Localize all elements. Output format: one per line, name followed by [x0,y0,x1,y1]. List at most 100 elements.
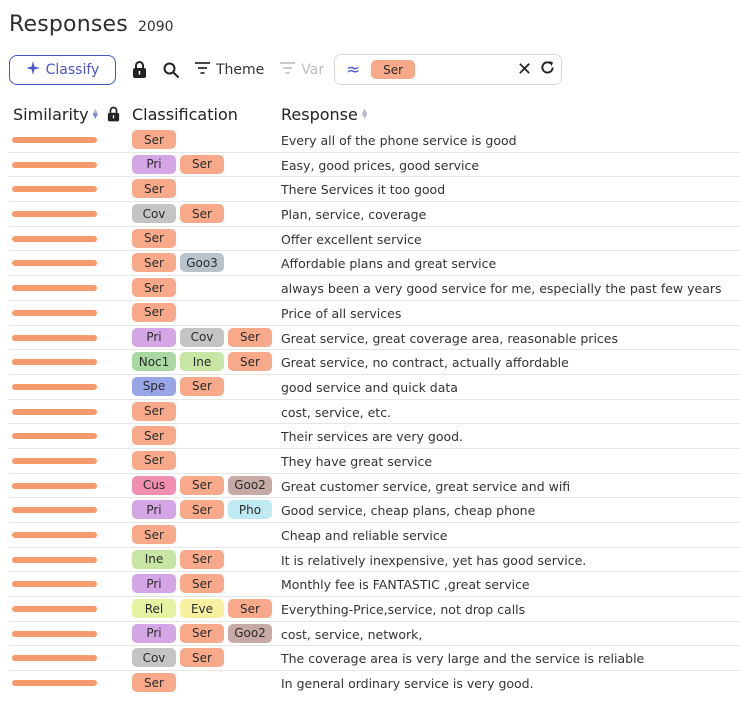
classification-tag[interactable]: Goo2 [228,623,272,643]
lock-icon[interactable] [132,61,147,78]
classification-tag[interactable]: Ser [228,599,272,619]
classification-tag[interactable]: Ser [132,525,176,544]
similarity-bar [12,630,97,637]
table-row[interactable]: Ser Price of all services [9,301,740,326]
response-text: Their services are very good. [281,429,464,445]
classification-tag[interactable]: Pri [132,327,176,347]
classification-tag[interactable]: Goo3 [180,253,224,273]
table-row[interactable]: Ser They have great service [9,449,740,474]
table-row[interactable]: Rel Eve Ser Everything-Price,service, not d… [9,597,740,622]
classification-tag[interactable]: Ser [132,302,176,322]
classification-tag[interactable]: Ser [132,130,176,149]
close-icon[interactable]: ✕ [517,59,533,80]
classification-tag[interactable]: Ser [132,179,176,199]
classification-tag[interactable]: Pri [132,574,176,594]
classification-tag[interactable]: Pri [132,500,176,520]
var-button[interactable]: Var [280,62,324,78]
response-text: Good service, cheap plans, cheap phone [281,503,536,519]
response-text: Every all of the phone service is good [281,133,517,148]
classification-tag[interactable]: Ser [180,154,224,174]
classification-tag[interactable]: Ser [180,623,224,643]
classification-tag[interactable]: Ser [132,426,176,446]
classification-tags: Cus Ser Goo2 [132,475,272,495]
classification-tag[interactable]: Ser [180,376,224,396]
classification-tag[interactable]: Ser [132,673,176,693]
classification-tag[interactable]: Ser [228,352,272,372]
table-row[interactable]: Spe Ser good service and quick data [9,375,740,400]
response-text: Great customer service, great service an… [281,478,571,494]
table-row[interactable]: Noc1 Ine Ser Great service, no contract, ac… [9,350,740,375]
column-header-response[interactable]: Response ▲ ▼ [281,103,367,125]
classification-tag[interactable]: Cus [132,475,176,495]
classification-tags: Cov Ser [132,648,224,668]
classification-tag[interactable]: Pri [132,154,176,174]
classification-header-label: Classification [132,104,238,124]
theme-button[interactable]: Theme [195,62,264,78]
response-text: Great service, great coverage area, reas… [281,330,618,346]
sort-icon[interactable]: ▲ ▼ [361,107,368,120]
classification-tag[interactable]: Pri [132,623,176,643]
classification-tag[interactable]: Ser [180,475,224,495]
table-row[interactable]: Ser Cheap and reliable service [9,523,740,548]
classification-tag[interactable]: Ser [180,500,224,520]
classification-tag[interactable]: Ser [132,253,176,273]
sort-icon[interactable]: ▲ ▼ [92,107,99,120]
response-text: The coverage area is very large and the … [281,651,645,667]
filter-chip[interactable]: Ser [371,60,416,79]
classification-tag[interactable]: Ser [132,228,176,248]
refresh-icon[interactable] [540,60,555,79]
table-row[interactable]: Ine Ser It is relatively inexpensive, yet … [9,548,740,573]
classification-tag[interactable]: Goo2 [228,475,272,495]
similarity-bar [12,433,97,440]
table-row[interactable]: Ser Offer excellent service [9,227,740,252]
classification-tag[interactable]: Eve [180,599,224,619]
similarity-bar [12,211,97,218]
table-row[interactable]: Ser Goo3 Affordable plans and great servic… [9,251,740,277]
table-row[interactable]: Ser Every all of the phone service is goo… [9,128,740,153]
classification-tag[interactable]: Ser [180,648,224,668]
classification-tag[interactable]: Ser [180,549,224,569]
table-row[interactable]: Ser Their services are very good. [9,424,740,449]
classification-tag[interactable]: Ser [180,574,224,594]
responses-table: Ser Every all of the phone service is goo… [9,128,740,696]
page-title: Responses [9,12,128,37]
similarity-filter-box[interactable]: ≈ Ser ✕ [334,54,563,85]
classification-tags: Ser [132,426,176,446]
classification-tag[interactable]: Cov [180,327,224,347]
search-icon[interactable] [163,62,179,78]
classification-tag[interactable]: Ine [132,549,176,569]
table-row[interactable]: Cov Ser Plan, service, coverage [9,202,740,227]
column-header-similarity[interactable]: Similarity ▲ ▼ [13,103,120,125]
classification-tag[interactable]: Ser [132,450,176,470]
table-row[interactable]: Cov Ser The coverage area is very large an… [9,646,740,672]
classification-tag[interactable]: Cov [132,204,176,224]
classification-tag[interactable]: Ser [132,401,176,421]
column-header-classification: Classification [132,103,238,125]
classification-tag[interactable]: Spe [132,376,176,396]
table-row[interactable]: Ser In general ordinary service is very g… [9,671,740,696]
table-row[interactable]: Pri Ser Easy, good prices, good service [9,153,740,178]
table-row[interactable]: Ser cost, service, etc. [9,400,740,425]
classification-tag[interactable]: Ine [180,352,224,372]
table-row[interactable]: Pri Ser Pho Good service, cheap plans, chea… [9,498,740,523]
classification-tag[interactable]: Ser [180,204,224,224]
table-row[interactable]: Ser always been a very good service for m… [9,276,740,301]
lock-icon[interactable] [107,106,120,122]
table-row[interactable]: Pri Ser Monthly fee is FANTASTIC ,great se… [9,572,740,598]
similarity-bar [12,186,97,193]
table-row[interactable]: Ser There Services it too good [9,177,740,203]
classification-tag[interactable]: Cov [132,648,176,668]
classification-tag[interactable]: Noc1 [132,352,176,372]
classification-tag[interactable]: Pho [228,500,272,520]
classification-tags: Cov Ser [132,204,224,224]
table-row[interactable]: Cus Ser Goo2 Great customer service, great … [9,474,740,499]
classification-tag[interactable]: Ser [132,278,176,298]
classification-tag[interactable]: Ser [228,327,272,347]
classification-tag[interactable]: Rel [132,599,176,619]
filter-lines-icon [195,61,210,78]
table-row[interactable]: Pri Cov Ser Great service, great coverage a… [9,326,740,351]
similarity-bar [12,137,97,143]
table-row[interactable]: Pri Ser Goo2 cost, service, network, [9,622,740,647]
classify-button[interactable]: Classify [9,54,116,85]
classification-tags: Ser [132,228,176,248]
